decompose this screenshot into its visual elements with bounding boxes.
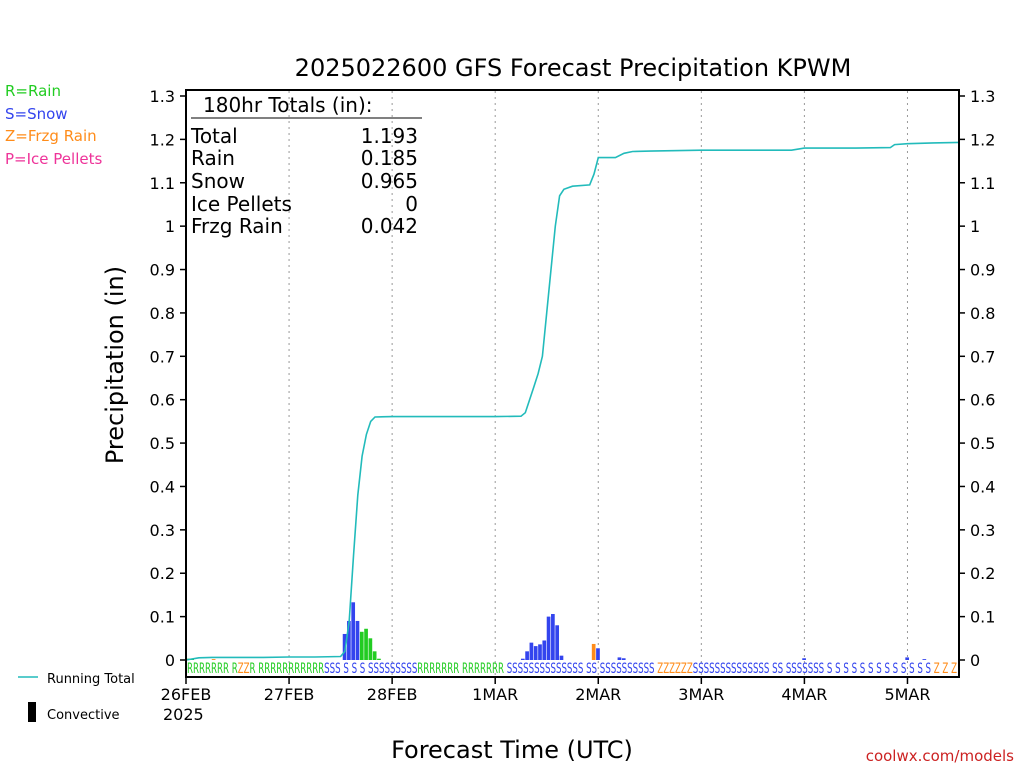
x-tick-label-2: 28FEB xyxy=(367,685,418,704)
precip-bar-8 xyxy=(364,628,368,660)
x-tick-label-0: 26FEB xyxy=(161,685,212,704)
y-axis-right: 0 0.1 0.2 0.3 0.4 0.5 0.6 0.7 0.8 0.9 1 1.1 1.2 1.3 xyxy=(959,87,995,670)
y-tick-label-right-7: 0.7 xyxy=(970,347,995,366)
y-tick-label-left-9: 0.9 xyxy=(150,261,175,280)
precip-bar-20 xyxy=(555,625,560,660)
x-tick-label-3: 1MAR xyxy=(472,685,518,704)
precip-bar-3 xyxy=(342,633,347,660)
x-axis-label: Forecast Time (UTC) xyxy=(391,736,633,764)
y-tick-label-left-2: 0.2 xyxy=(150,564,175,583)
x-tick-label-4: 2MAR xyxy=(575,685,621,704)
totals-label-ice-pellets: Ice Pellets xyxy=(191,192,292,216)
series-legend: Running Total Convective xyxy=(18,672,135,723)
totals-value-ice-pellets: 0 xyxy=(405,192,418,216)
precip-bar-7 xyxy=(359,631,364,660)
y-tick-label-left-13: 1.3 xyxy=(150,87,175,106)
precip-bar-5 xyxy=(351,602,356,660)
precip-bar-26 xyxy=(802,658,806,660)
ptype-row: RRRRRRR RZZR RRRRRRRRRRRSSS S S S SSSSSS… xyxy=(187,661,957,677)
y-tick-label-right-0: 0 xyxy=(970,651,980,670)
precip-bars xyxy=(186,602,927,660)
y-tick-label-right-6: 0.6 xyxy=(970,391,995,410)
precip-bar-10 xyxy=(372,651,377,660)
totals-box: 180hr Totals (in): Total 1.193 Rain 0.18… xyxy=(190,93,422,238)
convective-legend-swatch xyxy=(28,702,36,722)
precip-bar-23 xyxy=(596,648,600,660)
precip-bar-4 xyxy=(347,620,351,660)
precip-bar-28 xyxy=(922,659,927,660)
legend-frzg-rain: Z=Frzg Rain xyxy=(5,127,97,145)
y-tick-label-right-10: 1 xyxy=(970,217,980,236)
y-tick-label-right-8: 0.8 xyxy=(970,304,995,323)
y-tick-label-left-12: 1.2 xyxy=(150,130,175,149)
legend-snow: S=Snow xyxy=(5,105,68,123)
precip-bar-9 xyxy=(368,638,373,660)
totals-label-snow: Snow xyxy=(191,169,245,193)
precip-bar-2 xyxy=(211,659,216,660)
precip-bar-14 xyxy=(529,642,534,660)
y-axis-left: 0 0.1 0.2 0.3 0.4 0.5 0.6 0.7 0.8 0.9 1 1.1 1.2 1.3 xyxy=(150,87,186,670)
precip-bar-24 xyxy=(617,657,622,660)
y-tick-label-right-4: 0.4 xyxy=(970,477,995,496)
y-tick-label-right-5: 0.5 xyxy=(970,434,995,453)
totals-label-rain: Rain xyxy=(191,146,235,170)
ptype-legend: R=Rain S=Snow Z=Frzg Rain P=Ice Pellets xyxy=(5,82,102,168)
y-tick-label-right-11: 1.1 xyxy=(970,174,995,193)
running-total-legend-label: Running Total xyxy=(47,672,135,687)
running-total-line xyxy=(185,141,960,661)
totals-value-rain: 0.185 xyxy=(361,146,418,170)
x-tick-label-5: 3MAR xyxy=(678,685,724,704)
totals-heading: 180hr Totals (in): xyxy=(203,93,373,117)
precip-bar-12 xyxy=(520,658,525,660)
precip-bar-27 xyxy=(905,657,910,660)
precip-bar-15 xyxy=(533,646,538,660)
y-tick-label-left-3: 0.3 xyxy=(150,521,175,540)
precip-bar-16 xyxy=(538,644,542,660)
y-tick-label-left-1: 0.1 xyxy=(150,608,175,627)
precip-bar-11 xyxy=(377,658,381,660)
convective-legend-label: Convective xyxy=(47,708,120,723)
y-tick-label-left-5: 0.5 xyxy=(150,434,175,453)
precip-bar-6 xyxy=(355,620,360,660)
y-tick-label-right-1: 0.1 xyxy=(970,608,995,627)
totals-value-frzg-rain: 0.042 xyxy=(361,214,418,238)
watermark: coolwx.com/models xyxy=(866,747,1014,765)
vertical-gridlines xyxy=(288,91,908,676)
precip-bar-19 xyxy=(551,614,555,660)
precip-bar-13 xyxy=(525,651,529,660)
y-tick-label-left-0: 0 xyxy=(165,651,175,670)
precip-bar-25 xyxy=(621,658,626,660)
precip-bar-18 xyxy=(546,616,551,660)
totals-label-frzg-rain: Frzg Rain xyxy=(191,214,283,238)
y-axis-label: Precipitation (in) xyxy=(101,266,129,464)
totals-value-snow: 0.965 xyxy=(361,169,418,193)
ptype-row-text: RRRRRRR RZZR RRRRRRRRRRRSSS S S S SSSSSS… xyxy=(187,661,957,677)
y-tick-label-left-7: 0.7 xyxy=(150,347,175,366)
year-label: 2025 xyxy=(163,705,204,724)
y-tick-label-left-10: 1 xyxy=(165,217,175,236)
x-axis: 26FEB 27FEB 28FEB 1MAR 2MAR 3MAR 4MAR 5MAR xyxy=(161,677,930,704)
y-tick-label-left-8: 0.8 xyxy=(150,304,175,323)
legend-rain: R=Rain xyxy=(5,82,61,100)
chart-title: 2025022600 GFS Forecast Precipitation KP… xyxy=(295,54,852,82)
precip-bar-21 xyxy=(559,655,564,660)
x-tick-label-1: 27FEB xyxy=(264,685,315,704)
x-tick-label-7: 5MAR xyxy=(884,685,930,704)
y-tick-label-right-3: 0.3 xyxy=(970,521,995,540)
y-tick-label-right-2: 0.2 xyxy=(970,564,995,583)
plot-frame xyxy=(185,89,960,678)
precip-bar-17 xyxy=(542,640,547,660)
y-tick-label-left-6: 0.6 xyxy=(150,391,175,410)
legend-ice-pellets: P=Ice Pellets xyxy=(5,150,102,168)
precip-bar-22 xyxy=(591,643,596,660)
y-tick-label-left-11: 1.1 xyxy=(150,174,175,193)
y-tick-label-right-12: 1.2 xyxy=(970,130,995,149)
y-tick-label-left-4: 0.4 xyxy=(150,477,175,496)
y-tick-label-right-9: 0.9 xyxy=(970,261,995,280)
x-tick-label-6: 4MAR xyxy=(781,685,827,704)
totals-label-total: Total xyxy=(190,124,238,148)
y-tick-label-right-13: 1.3 xyxy=(970,87,995,106)
totals-value-total: 1.193 xyxy=(361,124,418,148)
